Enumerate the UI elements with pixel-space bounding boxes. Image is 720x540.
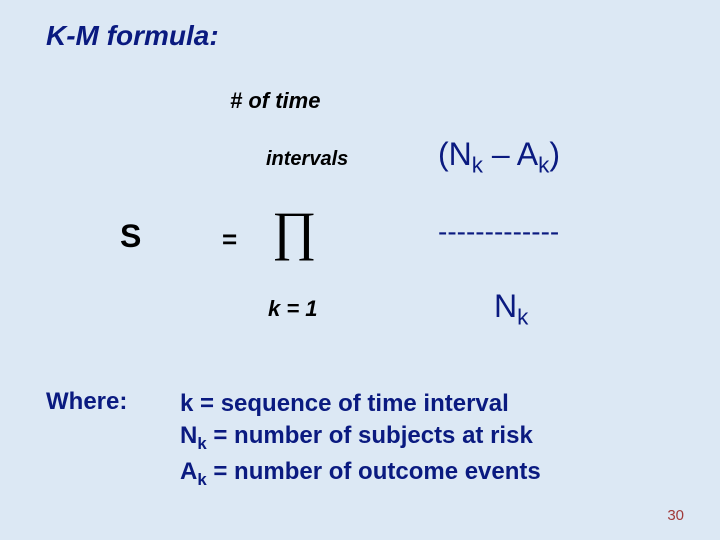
product-lower-limit: k = 1 <box>268 296 318 322</box>
product-symbol: ∏ <box>272 200 316 262</box>
definition-Ak: Ak = number of outcome events <box>180 456 541 491</box>
product-upper-limit-line1: # of time <box>230 88 320 114</box>
definition-Nk: Nk = number of subjects at risk <box>180 420 541 455</box>
fraction-denominator: Nk <box>494 288 528 330</box>
def-Ak-sym: A <box>180 458 197 485</box>
survival-S: S <box>120 218 141 255</box>
product-upper-limit-line2: intervals <box>266 148 348 171</box>
definition-k: k = sequence of time interval <box>180 388 541 420</box>
where-label: Where: <box>46 388 127 416</box>
numerator-open: (N <box>438 136 472 172</box>
def-Ak-text: = number of outcome events <box>207 458 541 485</box>
equals-sign: = <box>222 224 237 255</box>
def-Ak-sub: k <box>197 470 206 489</box>
slide-title: K-M formula: <box>46 20 219 52</box>
denom-sub: k <box>517 304 528 329</box>
numerator-close: ) <box>549 136 560 172</box>
def-Nk-sym: N <box>180 422 197 449</box>
fraction-bar: ------------- <box>438 216 559 248</box>
def-Nk-sub: k <box>197 434 206 453</box>
definitions-block: k = sequence of time interval Nk = numbe… <box>180 388 541 491</box>
denom-N: N <box>494 288 517 324</box>
def-Nk-text: = number of subjects at risk <box>207 422 533 449</box>
numerator-mid: – A <box>483 136 538 172</box>
page-number: 30 <box>667 507 684 524</box>
fraction-numerator: (Nk – Ak) <box>438 136 560 178</box>
numerator-sub1: k <box>472 152 483 177</box>
numerator-sub2: k <box>538 152 549 177</box>
